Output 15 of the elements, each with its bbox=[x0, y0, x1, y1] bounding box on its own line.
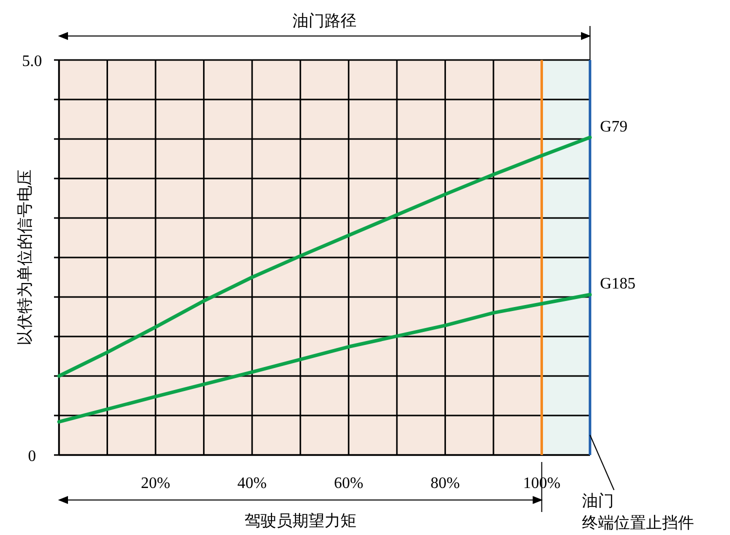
text: 油门路径 bbox=[292, 12, 356, 30]
line-series bbox=[57, 136, 592, 378]
text: 终端位置止挡件 bbox=[582, 514, 694, 532]
annotation: 油门 bbox=[582, 492, 614, 510]
line-series bbox=[57, 292, 592, 424]
x-tick-label: 60% bbox=[334, 475, 364, 492]
x-tick-label: 80% bbox=[430, 475, 460, 492]
series-label: G185 bbox=[600, 276, 636, 293]
x-axis-title: 驾驶员期望力矩 bbox=[244, 512, 356, 530]
x-tick-label: 40% bbox=[237, 475, 267, 492]
y-axis-title: 以伏特为单位的信号电压 bbox=[16, 170, 34, 346]
series-label: G79 bbox=[600, 118, 628, 136]
y-tick-label: 0 bbox=[28, 448, 36, 465]
x-tick-label: 20% bbox=[140, 475, 170, 492]
y-tick-label: 5.0 bbox=[22, 53, 42, 70]
